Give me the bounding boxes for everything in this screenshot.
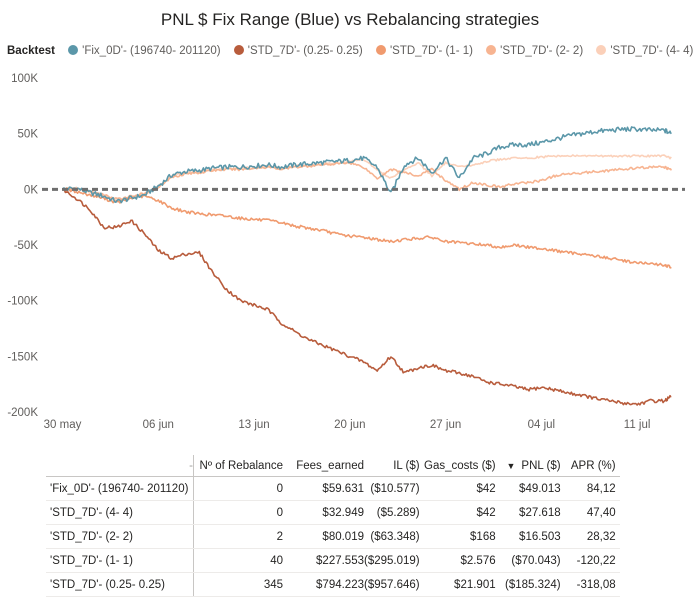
cell-fees: $32.949 <box>283 500 364 525</box>
cell-il: ($63.348) <box>364 524 420 549</box>
cell-apr: 47,40 <box>560 500 620 525</box>
cell-apr: 84,12 <box>560 476 620 501</box>
cell-rebalance: 0 <box>193 476 283 501</box>
cell-rebalance: 40 <box>193 548 283 573</box>
y-tick-label: 0K <box>24 184 38 196</box>
sort-descending-icon: ▼ <box>506 460 516 471</box>
cell-apr: -318,08 <box>560 572 620 597</box>
cell-fees: $227.553 <box>283 548 364 573</box>
legend-label: 'STD_7D'- (0.25- 0.25) <box>247 45 363 57</box>
legend-marker-icon <box>68 45 79 55</box>
series-line[interactable] <box>62 188 672 269</box>
x-tick-label: 11 jul <box>624 419 651 431</box>
column-header-pnl[interactable]: ▼ PNL ($) <box>495 455 561 477</box>
cell-il: ($5.289) <box>364 500 420 525</box>
cell-rebalance: 2 <box>193 524 283 549</box>
table-header-row: - Nº of Rebalance Fees_earned IL ($) Gas… <box>46 455 620 477</box>
y-axis: 100K 50K 0K -50K -100K -150K -200K <box>7 73 38 419</box>
cell-backtest: 'STD_7D'- (2- 2) <box>46 524 194 549</box>
y-tick-label: -50K <box>14 240 39 252</box>
x-tick-label: 04 jul <box>528 419 556 431</box>
table-row[interactable]: 'STD_7D'- (1- 1) 40 $227.553 ($295.019) … <box>46 548 620 573</box>
series-line[interactable] <box>62 154 672 202</box>
column-header-pnl-label: PNL ($) <box>521 459 561 472</box>
x-tick-label: 06 jun <box>143 419 174 431</box>
column-header-gas[interactable]: Gas_costs ($) <box>419 455 496 477</box>
table-row[interactable]: 'STD_7D'- (2- 2) 2 $80.019 ($63.348) $16… <box>46 524 620 549</box>
cell-pnl: $27.618 <box>495 500 561 525</box>
cell-backtest: 'STD_7D'- (4- 4) <box>46 500 194 525</box>
legend-label: 'STD_7D'- (4- 4) <box>610 45 694 57</box>
cell-pnl: $49.013 <box>495 476 561 501</box>
cell-rebalance: 0 <box>193 500 283 525</box>
legend-title: Backtest <box>7 45 55 57</box>
cell-fees: $794.223 <box>283 572 364 597</box>
line-chart: 100K 50K 0K -50K -100K -150K -200K 30 may 06 ju… <box>7 73 685 431</box>
cell-apr: -120,22 <box>560 548 620 573</box>
cell-apr: 28,32 <box>560 524 620 549</box>
cell-gas: $168 <box>419 524 496 549</box>
legend-item-fix-0d[interactable]: 'Fix_0D'- (196740- 201120) <box>68 45 221 57</box>
legend-label: 'Fix_0D'- (196740- 201120) <box>82 45 221 57</box>
cell-gas: $42 <box>419 500 496 525</box>
series-line[interactable] <box>61 126 672 204</box>
legend-item-std-7d-025[interactable]: 'STD_7D'- (0.25- 0.25) <box>233 45 363 57</box>
cell-il: ($295.019) <box>364 548 420 573</box>
legend-label: 'STD_7D'- (1- 1) <box>389 45 473 57</box>
series-line[interactable] <box>62 187 672 406</box>
column-header-rebalance[interactable]: Nº of Rebalance <box>193 455 283 477</box>
legend-marker-icon <box>596 45 607 55</box>
table-row[interactable]: 'STD_7D'- (4- 4) 0 $32.949 ($5.289) $42 … <box>46 500 620 525</box>
cell-backtest: 'STD_7D'- (0.25- 0.25) <box>46 572 194 597</box>
cell-fees: $59.631 <box>283 476 364 501</box>
legend-label: 'STD_7D'- (2- 2) <box>500 45 584 57</box>
table-row[interactable]: 'Fix_0D'- (196740- 201120) 0 $59.631 ($1… <box>46 476 620 501</box>
legend-marker-icon <box>375 45 386 55</box>
cell-rebalance: 345 <box>193 572 283 597</box>
cell-backtest: 'Fix_0D'- (196740- 201120) <box>46 476 194 501</box>
cell-gas: $42 <box>419 476 496 501</box>
column-header-backtest[interactable]: - <box>46 455 194 477</box>
results-table: - Nº of Rebalance Fees_earned IL ($) Gas… <box>46 455 620 597</box>
x-tick-label: 27 jun <box>430 419 461 431</box>
chart-title: PNL $ Fix Range (Blue) vs Rebalancing st… <box>160 10 540 29</box>
cell-fees: $80.019 <box>283 524 364 549</box>
legend-marker-icon <box>486 45 497 55</box>
legend-marker-icon <box>233 45 244 55</box>
x-tick-label: 20 jun <box>334 419 365 431</box>
cell-il: ($957.646) <box>364 572 420 597</box>
series-lines <box>61 126 673 406</box>
cell-backtest: 'STD_7D'- (1- 1) <box>46 548 194 573</box>
cell-gas: $21.901 <box>419 572 496 597</box>
table-row[interactable]: 'STD_7D'- (0.25- 0.25) 345 $794.223 ($95… <box>46 572 620 597</box>
cell-il: ($10.577) <box>364 476 420 501</box>
cell-pnl: ($185.324) <box>495 572 561 597</box>
cell-pnl: ($70.043) <box>495 548 561 573</box>
cell-pnl: $16.503 <box>495 524 561 549</box>
y-tick-label: -150K <box>7 351 38 363</box>
legend-item-std-7d-1[interactable]: 'STD_7D'- (1- 1) <box>375 45 473 57</box>
y-tick-label: -200K <box>7 407 38 419</box>
x-tick-label: 30 may <box>44 419 82 431</box>
y-tick-label: 50K <box>18 129 39 141</box>
column-header-fees[interactable]: Fees_earned <box>283 455 364 477</box>
legend-item-std-7d-2[interactable]: 'STD_7D'- (2- 2) <box>486 45 583 57</box>
series-line[interactable] <box>62 161 673 200</box>
legend-item-std-7d-4[interactable]: 'STD_7D'- (4- 4) <box>596 45 693 57</box>
column-header-apr[interactable]: APR (%) <box>560 455 620 477</box>
legend: Backtest 'Fix_0D'- (196740- 201120) 'STD… <box>7 45 700 57</box>
y-tick-label: -100K <box>7 296 38 308</box>
y-tick-label: 100K <box>11 73 38 85</box>
x-tick-label: 13 jun <box>238 419 269 431</box>
cell-gas: $2.576 <box>419 548 496 573</box>
x-axis: 30 may 06 jun 13 jun 20 jun 27 jun 04 jul 11 j… <box>44 419 651 431</box>
column-header-il[interactable]: IL ($) <box>364 455 420 477</box>
